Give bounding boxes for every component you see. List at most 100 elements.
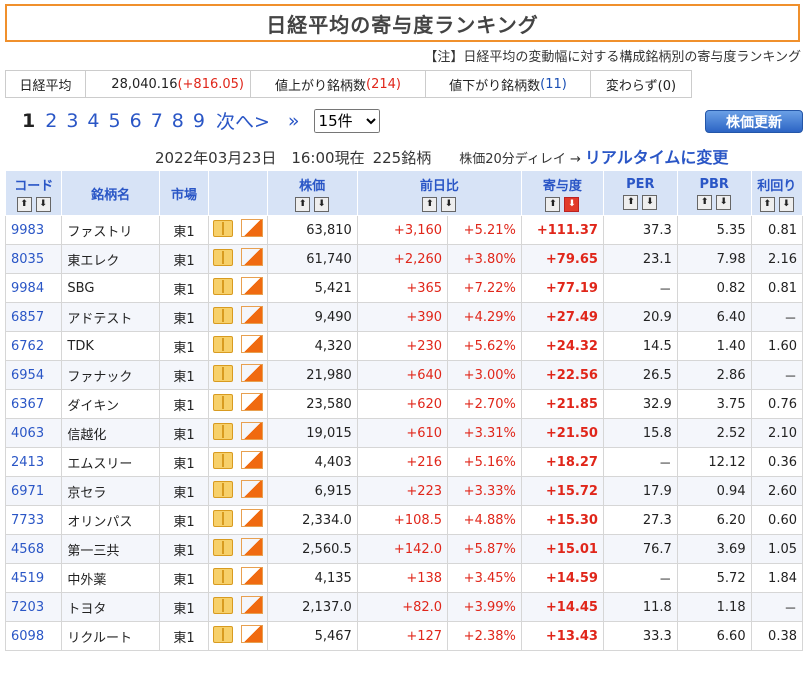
code-cell[interactable]: 9984 xyxy=(4,273,63,303)
name-cell[interactable]: 信越化 xyxy=(61,418,160,448)
name-cell[interactable]: 東エレク xyxy=(61,244,160,274)
chart-icon[interactable] xyxy=(240,509,263,527)
chart-icon[interactable] xyxy=(240,248,263,266)
book-icon[interactable] xyxy=(212,568,233,585)
book-icon[interactable] xyxy=(212,481,233,498)
contribution-cell: +14.59 xyxy=(520,563,604,593)
sort-up-icon[interactable]: ⬆ xyxy=(16,196,32,212)
name-cell[interactable]: トヨタ xyxy=(61,592,160,622)
chart-icon[interactable] xyxy=(240,625,263,643)
book-icon[interactable] xyxy=(212,423,233,440)
change-cell: +230 xyxy=(356,331,449,361)
name-cell[interactable]: TDK xyxy=(61,331,160,361)
code-cell[interactable]: 8035 xyxy=(4,244,63,274)
code-cell[interactable]: 6367 xyxy=(4,389,63,419)
page-link[interactable]: 3 xyxy=(66,109,79,132)
sort-down-icon[interactable]: ⬇ xyxy=(441,196,457,212)
code-cell[interactable]: 4568 xyxy=(4,534,63,564)
next-page-link[interactable]: 次へ> xyxy=(215,111,270,133)
page-link[interactable]: 7 xyxy=(150,109,163,132)
last-page-link[interactable]: » xyxy=(287,109,300,132)
book-icon[interactable] xyxy=(212,394,233,411)
sort-up-icon[interactable]: ⬆ xyxy=(295,196,311,212)
page-link[interactable]: 5 xyxy=(108,109,121,132)
book-icon[interactable] xyxy=(212,626,233,643)
chart-icon[interactable] xyxy=(240,277,263,295)
sort-down-active-icon[interactable]: ⬇ xyxy=(564,196,580,212)
chart-icon[interactable] xyxy=(240,451,263,469)
code-cell[interactable]: 9983 xyxy=(4,215,63,245)
realtime-link[interactable]: リアルタイムに変更 xyxy=(584,148,729,167)
sort-up-icon[interactable]: ⬆ xyxy=(697,194,713,210)
sort-up-icon[interactable]: ⬆ xyxy=(545,196,561,212)
icon-cell xyxy=(208,621,268,651)
page-title: 日経平均の寄与度ランキング xyxy=(5,4,800,42)
book-icon[interactable] xyxy=(212,249,233,266)
book-icon[interactable] xyxy=(212,452,233,469)
code-cell[interactable]: 6857 xyxy=(4,302,63,332)
sort-up-icon[interactable]: ⬆ xyxy=(623,194,639,210)
chart-icon[interactable] xyxy=(240,364,263,382)
table-row: 2413 エムスリー 東1 4,403 +216 +5.16% +18.27 － 12.12 0.… xyxy=(4,447,804,477)
name-cell[interactable]: ダイキン xyxy=(61,389,160,419)
chart-icon[interactable] xyxy=(240,335,263,353)
per-cell: 23.1 xyxy=(602,244,678,274)
sort-down-icon[interactable]: ⬇ xyxy=(35,196,51,212)
book-icon[interactable] xyxy=(212,278,233,295)
sort-up-icon[interactable]: ⬆ xyxy=(759,196,775,212)
page-link[interactable]: 4 xyxy=(87,109,100,132)
code-cell[interactable]: 2413 xyxy=(4,447,63,477)
book-icon[interactable] xyxy=(212,539,233,556)
book-icon[interactable] xyxy=(212,307,233,324)
market-cell: 東1 xyxy=(158,302,210,332)
page-link[interactable]: 6 xyxy=(129,109,142,132)
yield-cell: 0.36 xyxy=(750,447,804,477)
chart-icon[interactable] xyxy=(240,422,263,440)
chart-icon[interactable] xyxy=(240,596,263,614)
name-cell[interactable]: ファナック xyxy=(61,360,160,390)
chart-icon[interactable] xyxy=(240,306,263,324)
code-cell[interactable]: 6954 xyxy=(4,360,63,390)
book-icon[interactable] xyxy=(212,365,233,382)
code-cell[interactable]: 4519 xyxy=(4,563,63,593)
book-icon[interactable] xyxy=(212,597,233,614)
name-cell[interactable]: 京セラ xyxy=(61,476,160,506)
page-link[interactable]: 8 xyxy=(171,109,184,132)
sort-down-icon[interactable]: ⬇ xyxy=(642,194,658,210)
advancers-cell: 値上がり銘柄数 (214) xyxy=(251,71,426,97)
chart-icon[interactable] xyxy=(240,538,263,556)
change-pct-cell: +5.16% xyxy=(447,447,522,477)
book-icon[interactable] xyxy=(212,510,233,527)
book-icon[interactable] xyxy=(212,220,233,237)
code-cell[interactable]: 6971 xyxy=(4,476,63,506)
code-cell[interactable]: 4063 xyxy=(4,418,63,448)
change-cell: +365 xyxy=(356,273,449,303)
name-cell[interactable]: エムスリー xyxy=(61,447,160,477)
name-cell[interactable]: ファストリ xyxy=(61,215,160,245)
name-cell[interactable]: SBG xyxy=(61,273,160,303)
chart-icon[interactable] xyxy=(240,567,263,585)
chart-icon[interactable] xyxy=(240,480,263,498)
col-price: 株価 ⬆ ⬇ xyxy=(266,170,358,216)
book-icon[interactable] xyxy=(212,336,233,353)
sort-up-icon[interactable]: ⬆ xyxy=(422,196,438,212)
pbr-cell: 7.98 xyxy=(676,244,752,274)
name-cell[interactable]: アドテスト xyxy=(61,302,160,332)
per-page-select[interactable]: 15件 xyxy=(313,108,380,133)
update-price-button[interactable]: 株価更新 xyxy=(705,110,803,133)
code-cell[interactable]: 7733 xyxy=(4,505,63,535)
code-cell[interactable]: 6098 xyxy=(4,621,63,651)
sort-down-icon[interactable]: ⬇ xyxy=(314,196,330,212)
page-link[interactable]: 9 xyxy=(192,109,205,132)
name-cell[interactable]: 第一三共 xyxy=(61,534,160,564)
chart-icon[interactable] xyxy=(240,219,263,237)
sort-down-icon[interactable]: ⬇ xyxy=(716,194,732,210)
sort-down-icon[interactable]: ⬇ xyxy=(778,196,794,212)
name-cell[interactable]: オリンパス xyxy=(61,505,160,535)
code-cell[interactable]: 7203 xyxy=(4,592,63,622)
name-cell[interactable]: リクルート xyxy=(61,621,160,651)
page-link[interactable]: 2 xyxy=(45,109,58,132)
chart-icon[interactable] xyxy=(240,393,263,411)
code-cell[interactable]: 6762 xyxy=(4,331,63,361)
name-cell[interactable]: 中外薬 xyxy=(61,563,160,593)
